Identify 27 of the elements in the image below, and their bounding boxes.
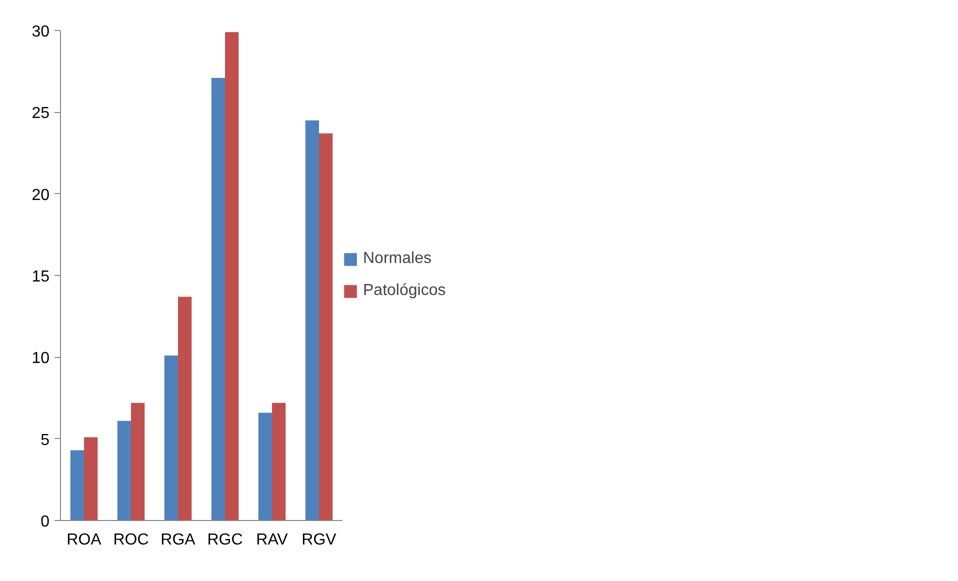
legend-label: Normales (363, 250, 432, 268)
y-tick-label: 10 (32, 350, 50, 368)
bar (70, 450, 84, 520)
bar (131, 402, 145, 520)
x-tick-label: RGA (160, 532, 196, 548)
bar (305, 120, 319, 520)
bar (211, 78, 225, 520)
x-tick-label: ROC (113, 532, 149, 548)
bar (164, 356, 178, 520)
legend-label: Patológicos (363, 282, 446, 300)
x-tick-label: ROA (66, 532, 102, 548)
y-tick-label: 15 (32, 268, 50, 286)
y-tick-label: 20 (32, 186, 50, 204)
x-tick-label: RGC (207, 532, 243, 548)
bar (84, 437, 98, 520)
bar (272, 402, 286, 520)
y-tick-label: 5 (40, 432, 50, 449)
bar (117, 420, 131, 520)
x-tick-label: RGV (302, 532, 337, 548)
bar (178, 296, 192, 520)
y-tick-label: 30 (32, 24, 50, 40)
y-tick-label: 25 (32, 105, 50, 122)
bar (258, 412, 272, 520)
x-tick-label: RAV (256, 532, 288, 548)
bar (225, 32, 239, 520)
y-tick-label: 0 (40, 514, 50, 530)
bar (319, 133, 333, 520)
